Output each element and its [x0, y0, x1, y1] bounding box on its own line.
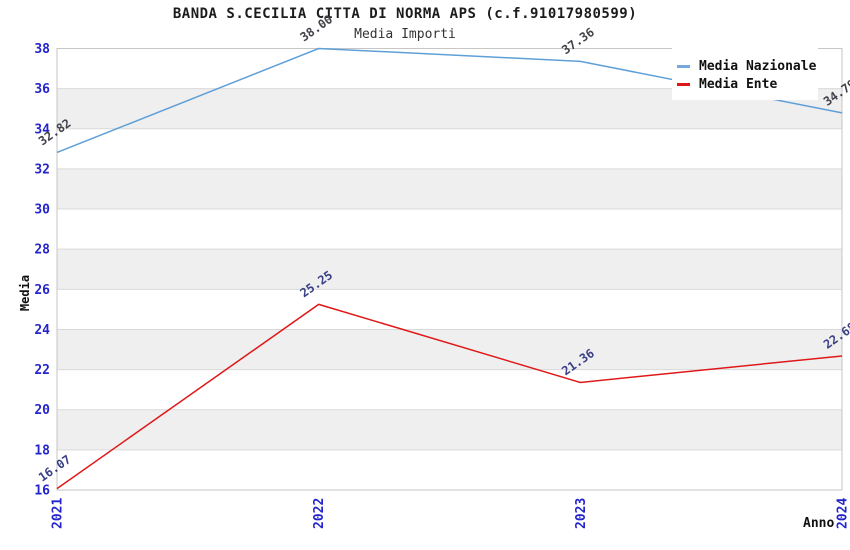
plot-band [57, 409, 842, 450]
x-tick-label: 2021 [51, 498, 66, 529]
y-tick-label: 22 [34, 363, 50, 378]
plot-band [57, 249, 842, 290]
y-tick-label: 34 [34, 122, 50, 137]
y-tick-label: 28 [34, 243, 50, 258]
x-axis-title: Anno [803, 516, 835, 531]
plot-band [57, 209, 842, 250]
legend: Media Nazionale Media Ente [672, 48, 818, 100]
legend-item-media-nazionale: Media Nazionale [672, 57, 818, 75]
series-line-media-ente [56, 303, 843, 490]
x-tick-label: 2023 [574, 498, 589, 529]
chart-subtitle: Media Importi [354, 27, 456, 42]
legend-item-media-ente: Media Ente [672, 75, 818, 93]
y-axis-title: Media [18, 274, 32, 312]
plot-band [57, 449, 842, 490]
y-tick-label: 20 [34, 403, 50, 418]
plot-band [57, 369, 842, 410]
plot-band [57, 168, 842, 210]
y-tick-label: 36 [34, 82, 50, 97]
plot-band [57, 128, 842, 169]
data-label: 38.00 [298, 12, 336, 44]
legend-label: Media Ente [699, 76, 778, 92]
legend-swatch-media-nazionale [677, 64, 690, 68]
legend-label: Media Nazionale [699, 58, 817, 74]
x-tick-label: 2024 [836, 498, 850, 529]
y-tick-label: 26 [34, 283, 50, 298]
x-tick-label: 2022 [312, 498, 327, 529]
y-tick-label: 16 [34, 484, 50, 499]
legend-swatch-media-ente [677, 82, 690, 86]
y-tick-label: 38 [34, 42, 50, 57]
y-tick-label: 30 [34, 203, 50, 218]
y-tick-label: 18 [34, 443, 50, 458]
chart-title: BANDA S.CECILIA CITTA DI NORMA APS (c.f.… [172, 6, 638, 22]
y-tick-label: 32 [34, 162, 50, 177]
plot-band [57, 289, 842, 330]
plot-band [57, 329, 842, 370]
plot-border [56, 48, 843, 491]
y-tick-label: 24 [34, 323, 50, 338]
